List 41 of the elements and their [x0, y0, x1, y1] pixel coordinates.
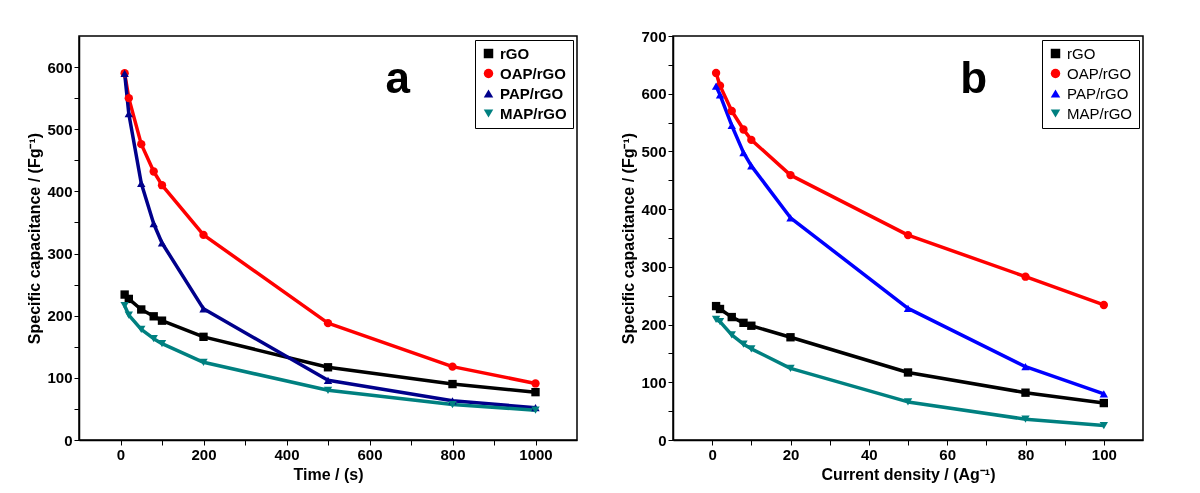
y-tick-label: 100 [641, 373, 667, 391]
y-tick-label: 200 [641, 316, 667, 334]
x-axis-title: Time / (s) [293, 465, 364, 483]
x-tick-label: 200 [191, 445, 217, 463]
legend-label: OAP/rGO [1067, 64, 1132, 82]
x-tick-label: 400 [274, 445, 300, 463]
y-tick-label: 400 [641, 200, 667, 218]
y-tick-label: 400 [47, 182, 73, 200]
legend-label: PAP/rGO [1067, 84, 1129, 102]
legend-label: MAP/rGO [500, 104, 567, 122]
y-tick-label: 0 [64, 431, 73, 449]
y-tick-label: 300 [47, 245, 73, 263]
y-tick-label: 500 [641, 142, 667, 160]
x-tick-label: 100 [1091, 445, 1117, 463]
legend-label: rGO [1067, 44, 1096, 62]
x-tick-label: 0 [708, 445, 717, 463]
y-tick-label: 600 [47, 58, 73, 76]
y-tick-label: 300 [641, 258, 667, 276]
y-tick-label: 600 [641, 85, 667, 103]
annotation: a [385, 53, 411, 102]
x-axis-title: Current density / (Ag⁻¹) [821, 465, 996, 483]
legend-label: MAP/rGO [1067, 104, 1133, 122]
x-tick-label: 800 [440, 445, 466, 463]
y-tick-label: 700 [641, 27, 667, 45]
x-tick-label: 80 [1017, 445, 1035, 463]
legend-label: OAP/rGO [500, 64, 567, 82]
x-tick-label: 20 [782, 445, 800, 463]
legend-label: rGO [500, 44, 530, 62]
x-tick-label: 40 [860, 445, 878, 463]
y-tick-label: 0 [658, 431, 667, 449]
x-tick-label: 1000 [519, 445, 553, 463]
y-tick-label: 100 [47, 369, 73, 387]
legend-label: PAP/rGO [500, 84, 564, 102]
y-axis-title: Specific capacitance / (Fg⁻¹) [620, 132, 638, 345]
y-axis-title: Specific capacitance / (Fg⁻¹) [26, 132, 44, 345]
x-tick-label: 0 [116, 445, 126, 463]
y-tick-label: 200 [47, 307, 73, 325]
x-tick-label: 600 [357, 445, 383, 463]
annotation: b [960, 53, 988, 102]
y-tick-label: 500 [47, 120, 73, 138]
x-tick-label: 60 [939, 445, 957, 463]
